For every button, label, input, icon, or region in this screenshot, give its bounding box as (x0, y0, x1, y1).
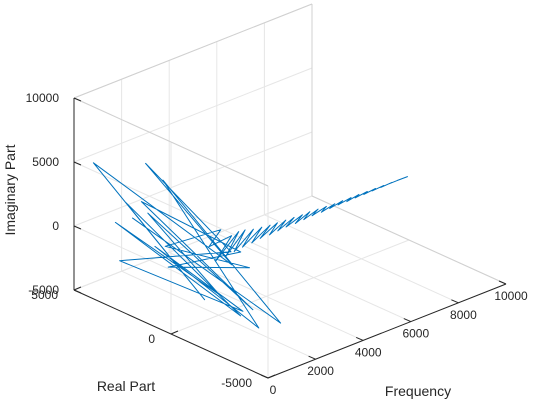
grid-line (73, 131, 313, 227)
box-edge (73, 97, 269, 187)
x-tick-mark (356, 336, 364, 341)
y-tick-label: 0 (148, 332, 155, 346)
x-tick-label: 8000 (450, 308, 477, 322)
x-tick-label: 0 (270, 383, 277, 397)
y-tick-mark (73, 286, 82, 291)
series-line-0 (92, 162, 408, 329)
grid-line (170, 239, 410, 335)
grid-line (73, 195, 313, 291)
grid-lines (73, 3, 507, 379)
z-axis-label: Imaginary Part (2, 144, 18, 235)
x-tick-label: 6000 (402, 327, 429, 341)
z-tick-mark (73, 97, 82, 102)
z-tick-label: 10000 (26, 91, 60, 105)
x-tick-mark (260, 374, 269, 379)
x-tick-label: 10000 (494, 289, 528, 303)
x-axis-line (267, 283, 507, 379)
x-tick-mark (308, 355, 316, 360)
z-tick-mark (73, 289, 82, 294)
x-tick-mark (498, 280, 507, 285)
data-series (92, 162, 408, 329)
axis-lines (73, 97, 507, 379)
x-tick-mark (451, 299, 459, 304)
x-tick-label: 2000 (307, 364, 334, 378)
x-axis-label: Frequency (385, 383, 451, 399)
y-tick-mark (170, 330, 179, 335)
grid-line (73, 67, 313, 163)
z-tick-label: 0 (52, 219, 59, 233)
box-edge (311, 195, 507, 285)
tick-labels: 0 2000 4000 6000 8000 10000 5000 0 -5000 10000 500… (26, 91, 528, 397)
y-tick-mark (267, 374, 276, 379)
x-tick-mark (403, 318, 411, 323)
y-axis-label: Real Part (97, 378, 155, 394)
grid-line (73, 225, 269, 315)
z-tick-label: -5000 (28, 283, 59, 297)
x-tick-label: 4000 (355, 345, 382, 359)
z-tick-label: 5000 (32, 155, 59, 169)
z-tick-mark (73, 161, 82, 166)
z-tick-mark (73, 225, 82, 230)
box-edge (73, 3, 313, 99)
y-tick-label: -5000 (221, 376, 252, 390)
y-tick-label: 5000 (31, 288, 58, 302)
